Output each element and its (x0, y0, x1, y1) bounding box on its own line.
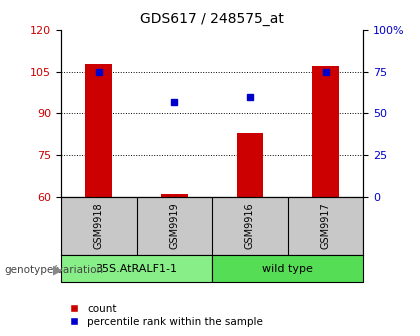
Bar (86, 64, 112, 197)
Text: ▶: ▶ (53, 263, 63, 276)
Text: 35S.AtRALF1-1: 35S.AtRALF1-1 (95, 264, 178, 274)
Text: genotype/variation: genotype/variation (4, 265, 103, 275)
Text: GSM9918: GSM9918 (94, 203, 104, 249)
Bar (237, 133, 263, 197)
Title: GDS617 / 248575_at: GDS617 / 248575_at (140, 12, 284, 27)
Bar (312, 66, 339, 197)
Legend: count, percentile rank within the sample: count, percentile rank within the sample (66, 299, 267, 331)
Text: GSM9916: GSM9916 (245, 203, 255, 249)
Text: GSM9917: GSM9917 (320, 203, 331, 249)
Text: wild type: wild type (262, 264, 313, 274)
Bar (61, 255, 212, 282)
Bar (161, 194, 188, 197)
Bar (212, 255, 363, 282)
Text: GSM9919: GSM9919 (169, 203, 179, 249)
